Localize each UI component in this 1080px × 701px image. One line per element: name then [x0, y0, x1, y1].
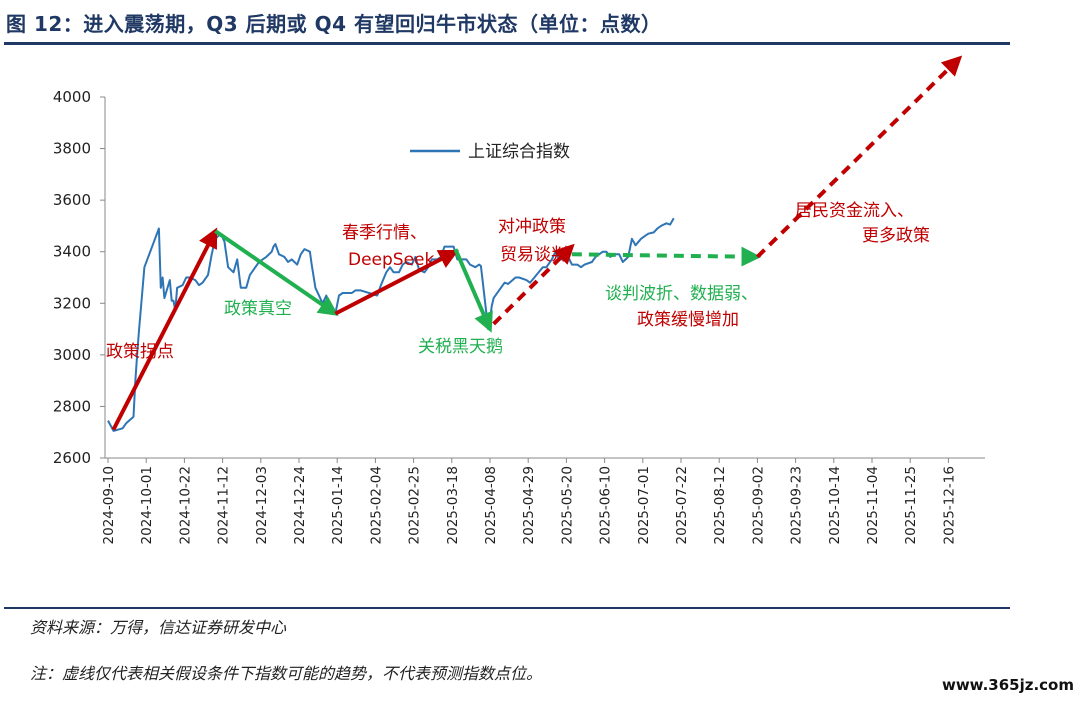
- x-tick-label: 2024-12-24: [292, 466, 308, 544]
- x-tick-label: 2025-09-23: [789, 466, 805, 544]
- y-tick-label: 3400: [53, 243, 91, 261]
- title-rule: [4, 42, 1010, 45]
- y-tick-label: 3800: [53, 140, 91, 158]
- x-tick-label: 2025-05-20: [559, 466, 575, 544]
- trend-arrows: [111, 55, 963, 431]
- annotation-labels: 政策拐点 政策真空 春季行情、 DeepSeek 关税黑天鹅 对冲政策贸易谈判谈判波折、数…: [106, 201, 930, 362]
- footer-rule: [4, 607, 1010, 609]
- series-layer: [107, 217, 675, 432]
- annotation-label: 居民资金流入、: [795, 201, 914, 221]
- x-tick-label: 2025-07-01: [636, 466, 652, 544]
- y-tick-label: 4000: [53, 88, 91, 106]
- watermark: www.365jz.com: [941, 676, 1074, 694]
- x-tick-label: 2024-10-01: [139, 466, 155, 544]
- annotation-label: 谈判波折、数据弱、: [605, 284, 758, 304]
- x-tick-label: 2024-10-22: [177, 466, 193, 544]
- axes: 4000 3800 3600 3400 3200 3000 2800 2600 2024-09-…: [53, 88, 985, 544]
- trend-arrow: [492, 243, 575, 326]
- annotation-label: 贸易谈判: [500, 245, 568, 265]
- x-tick-label: 2025-07-22: [674, 466, 690, 544]
- y-tick-label: 3000: [53, 346, 91, 364]
- disclaimer-note: 注：虚线仅代表相关假设条件下指数可能的趋势，不代表预测指数点位。: [30, 664, 543, 683]
- x-tick-label: 2025-02-04: [368, 466, 384, 544]
- x-tick-label: 2024-11-12: [216, 466, 232, 544]
- x-tick-label: 2025-12-16: [941, 466, 957, 544]
- y-tick-label: 3200: [53, 294, 91, 312]
- annotation-label: 政策拐点: [106, 342, 174, 362]
- annotation-label: DeepSeek: [348, 250, 435, 270]
- trend-arrow: [755, 55, 963, 259]
- annotation-label: 政策真空: [224, 299, 292, 319]
- trend-arrow: [334, 249, 459, 316]
- x-tick-label: 2025-10-14: [827, 466, 843, 544]
- x-tick-label: 2025-11-25: [903, 466, 919, 544]
- y-tick-label: 2800: [53, 397, 91, 415]
- trend-arrow: [571, 246, 762, 267]
- annotation-label: 政策缓慢增加: [637, 309, 739, 330]
- annotation-label: 对冲政策: [498, 217, 566, 237]
- y-tick-label: 2600: [53, 449, 91, 467]
- x-tick-label: 2025-06-10: [598, 466, 614, 544]
- x-tick-label: 2025-08-12: [712, 466, 728, 544]
- x-tick-label: 2025-11-04: [865, 466, 881, 544]
- x-tick-label: 2025-04-08: [483, 466, 499, 544]
- x-tick-label: 2024-12-03: [254, 466, 270, 544]
- chart-title: 图 12：进入震荡期，Q3 后期或 Q4 有望回归牛市状态（单位：点数）: [6, 12, 662, 36]
- series-line-shanghai-composite: [107, 217, 675, 432]
- x-tick-label: 2025-02-25: [407, 466, 423, 544]
- legend-label: 上证综合指数: [468, 142, 570, 162]
- trend-arrow: [111, 227, 218, 431]
- x-tick-label: 2025-01-14: [330, 466, 346, 544]
- x-tick-label: 2024-09-10: [101, 466, 117, 544]
- y-tick-label: 3600: [53, 191, 91, 209]
- x-tick-label: 2025-04-29: [521, 466, 537, 544]
- source-note: 资料来源：万得，信达证券研发中心: [30, 618, 287, 637]
- x-tick-label: 2025-09-02: [750, 466, 766, 544]
- annotation-label: 春季行情、: [342, 223, 427, 243]
- annotation-label: 更多政策: [862, 226, 930, 246]
- trend-arrow: [453, 248, 493, 333]
- chart-canvas: 4000 3800 3600 3400 3200 3000 2800 2600 2024-09-…: [53, 55, 985, 544]
- legend: 上证综合指数: [410, 142, 570, 162]
- annotation-label: 关税黑天鹅: [418, 337, 503, 357]
- trend-arrow: [214, 229, 339, 316]
- x-tick-label: 2025-03-18: [445, 466, 461, 544]
